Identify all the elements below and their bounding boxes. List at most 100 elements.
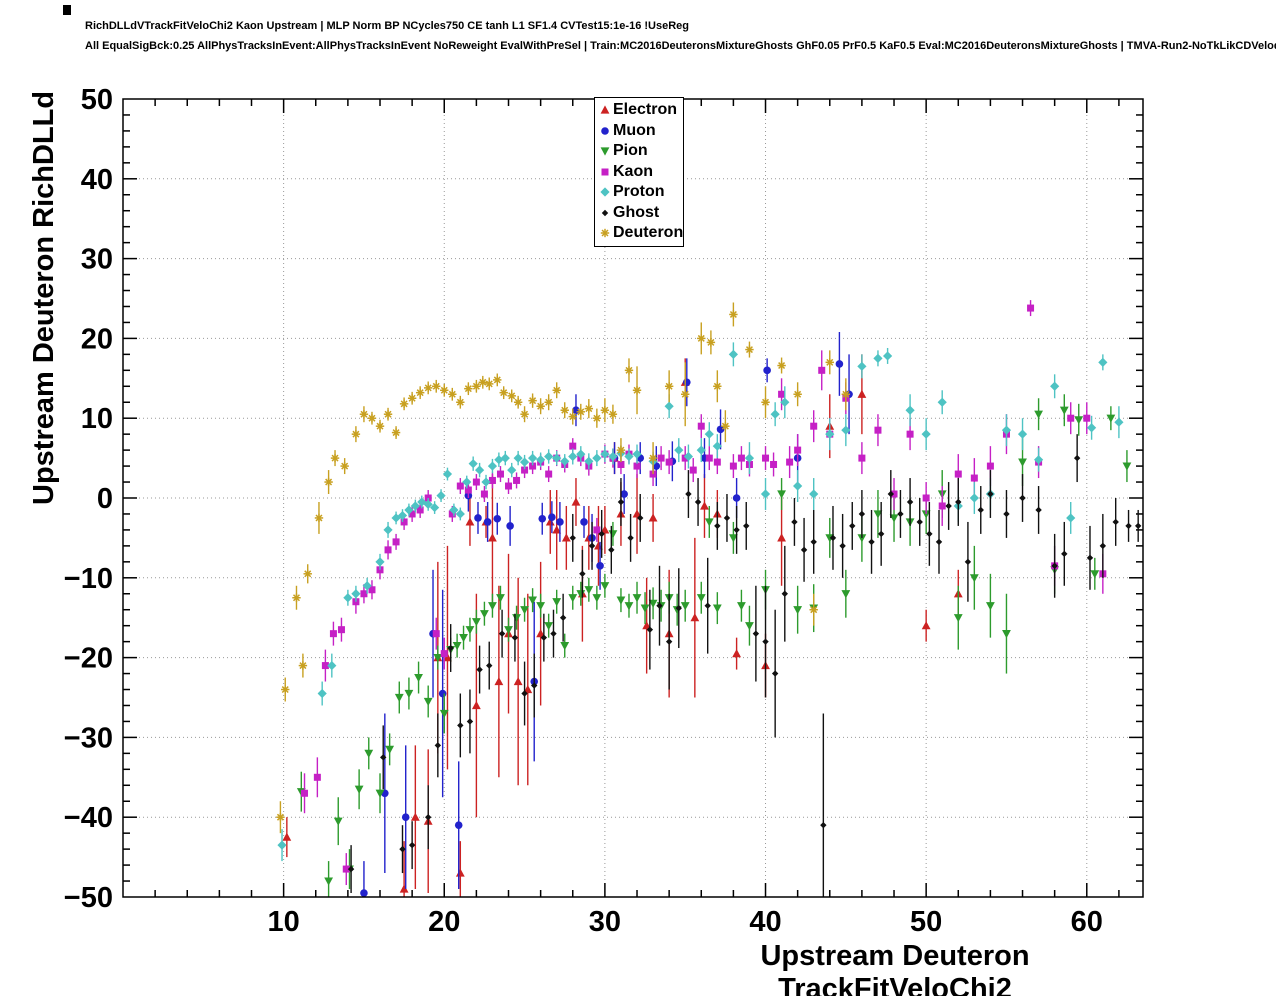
marker-square [922,494,930,502]
marker-diamond [825,429,835,439]
marker-square [400,518,408,526]
marker-small-diamond [380,754,387,761]
tick-labels: 10 20 30 40 50 60 −50 −40 −30 −20 −10 0 10 20 30 40 50 [64,84,1103,938]
y-tick-label: −30 [64,722,113,754]
marker-square [633,462,641,470]
marker-small-diamond [964,558,972,566]
marker-square [488,476,496,484]
marker-diamond [793,481,803,491]
marker-small-diamond [1019,494,1026,502]
marker-triangle-down [333,817,343,826]
marker-small-diamond [829,534,837,542]
marker-diamond [780,397,790,407]
marker-small-diamond [1099,542,1107,550]
legend-marker-circle-icon [601,126,609,135]
marker-diamond [1001,425,1012,435]
marker-square [456,482,464,490]
marker-diamond [481,477,491,487]
marker-diamond [417,497,427,507]
marker-small-diamond [617,498,625,506]
marker-circle [716,425,725,434]
marker-square [681,454,689,462]
marker-square [874,426,882,434]
marker-triangle-down [520,606,529,615]
marker-small-diamond [347,865,355,873]
marker-triangle-down [600,582,610,591]
marker-square [392,538,400,546]
marker-diamond [536,455,546,465]
marker-square [737,454,745,462]
marker-triangle-down [728,534,738,543]
marker-square [464,486,472,494]
marker-star [375,421,385,431]
marker-square [705,454,713,462]
marker-small-diamond [945,502,952,510]
marker-star [584,404,594,413]
marker-square [713,458,721,466]
marker-diamond [552,453,562,463]
marker-circle [538,514,547,523]
x-tick-label: 30 [589,906,621,938]
marker-small-diamond [771,670,779,677]
y-tick-label: −10 [64,563,113,595]
marker-star [423,383,433,393]
series-ghost [347,434,1142,897]
marker-diamond [362,581,372,591]
x-tick-label: 10 [267,906,299,938]
marker-diamond [436,491,446,501]
marker-diamond [584,456,594,466]
marker-circle [596,562,604,570]
marker-triangle-up [465,517,475,526]
marker-triangle-down [616,596,626,605]
marker-diamond [969,493,979,503]
marker-small-diamond [1051,562,1058,570]
marker-triangle-up [282,832,292,841]
marker-triangle-up [455,868,465,877]
marker-square [818,366,826,374]
marker-small-diamond [935,538,943,546]
marker-small-diamond [781,590,788,597]
marker-star [359,410,369,419]
marker-triangle-up [777,533,786,542]
marker-star [367,414,377,423]
marker-triangle-up [600,525,610,534]
marker-star [761,398,770,407]
marker-star [544,398,553,407]
marker-diamond [519,457,530,467]
legend-marker-star-icon [600,229,610,238]
marker-diamond [343,593,353,603]
marker-star [330,453,340,463]
marker-small-diamond [977,506,984,514]
marker-small-diamond [646,626,654,633]
marker-small-diamond [791,518,798,526]
marker-diamond [674,445,684,455]
marker-square [342,865,350,873]
marker-square [545,470,553,478]
marker-diamond [760,489,771,499]
marker-star [440,386,449,395]
marker-triangle-up [690,613,700,622]
marker-triangle-down [986,602,995,611]
marker-triangle-down [712,604,722,613]
legend-marker-diamond-icon [600,187,610,197]
marker-star [507,391,516,401]
marker-triangle-down [488,602,497,611]
marker-star [383,410,393,419]
marker-diamond [1017,429,1028,439]
marker-diamond [442,469,453,479]
marker-small-diamond [820,821,827,829]
marker-square [794,446,802,454]
marker-triangle-up [561,533,571,542]
marker-star [281,685,290,694]
marker-diamond [528,453,538,463]
marker-star [632,386,642,395]
x-tick-label: 40 [749,906,781,938]
y-tick-label: −40 [64,802,113,834]
marker-diamond [327,660,337,671]
marker-square [770,460,778,468]
legend-label: Proton [613,183,665,201]
marker-star [340,461,349,471]
marker-triangle-down [324,877,334,886]
marker-circle [506,522,514,530]
marker-diamond [507,465,517,475]
